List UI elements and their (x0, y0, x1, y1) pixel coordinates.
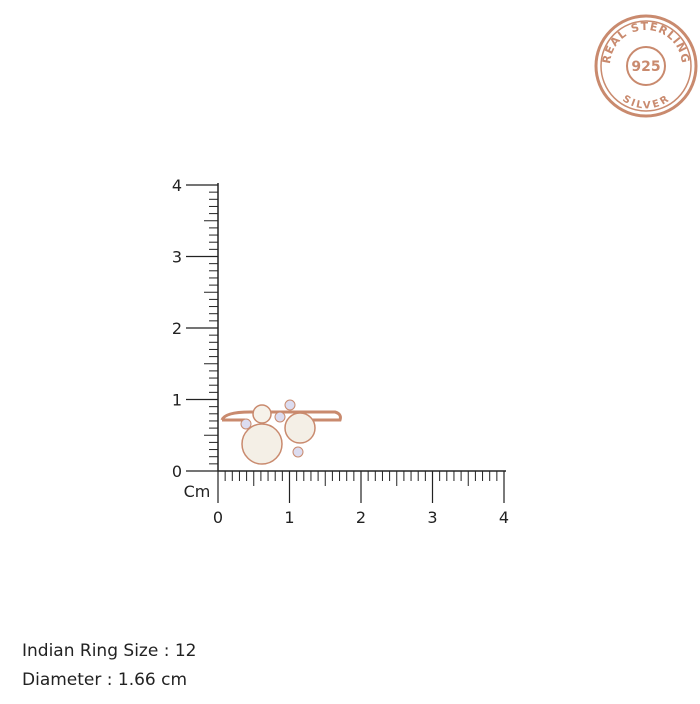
ring (220, 399, 342, 465)
badge-bottom-path: SILVER (620, 94, 670, 112)
x-tick-label: 2 (356, 508, 366, 527)
ruler-unit: Cm (184, 482, 211, 501)
y-tick-label: 3 (172, 248, 182, 267)
y-tick-label: 4 (172, 176, 182, 195)
x-tick-label: 3 (427, 508, 437, 527)
ring-size: Indian Ring Size : 12 (22, 641, 196, 661)
badge: REAL STERLING 925 SILVER (594, 14, 698, 118)
y-tick-label: 1 (172, 391, 182, 410)
y-tick-label: 0 (172, 462, 182, 481)
ruler: Cm 0 1 2 3 4 0 1 2 3 4 (172, 176, 509, 527)
x-tick-label: 4 (499, 508, 509, 527)
badge-bottom: SILVER (620, 94, 671, 112)
x-tick-label: 0 (213, 508, 223, 527)
x-tick-label: 1 (284, 508, 294, 527)
y-tick-label: 2 (172, 319, 182, 338)
badge-center: 925 (631, 59, 660, 75)
diameter: Diameter : 1.66 cm (22, 670, 187, 690)
